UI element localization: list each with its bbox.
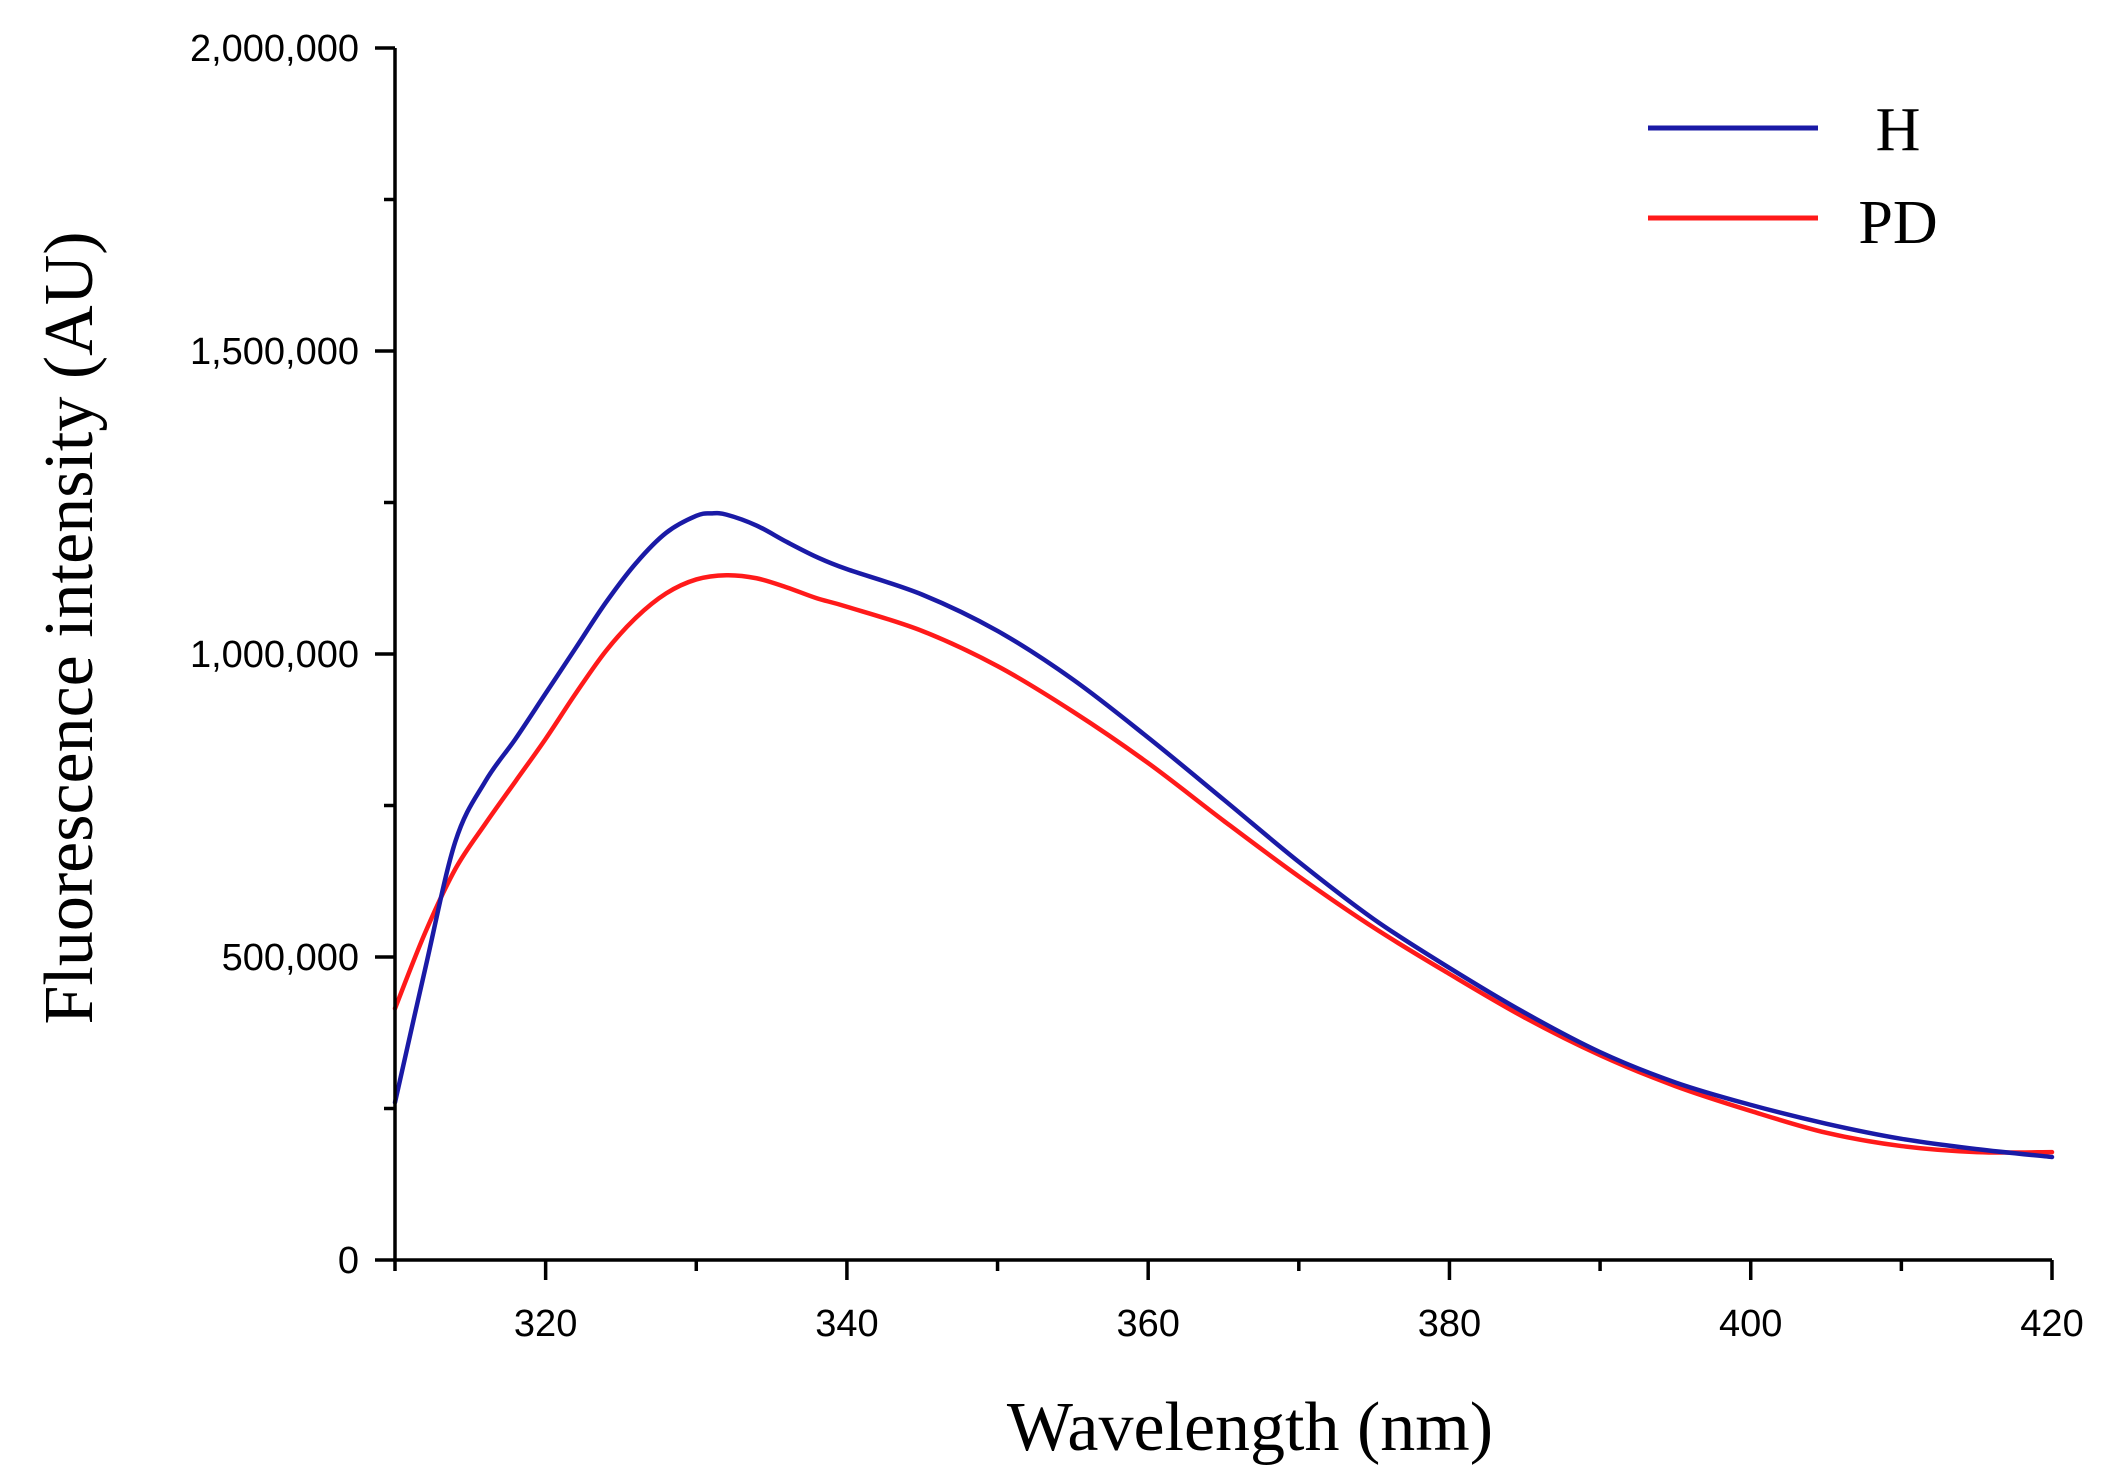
- series-layer: [392, 510, 2055, 1160]
- ticks-layer: 320 340 360 380 400 420 0 500,000 1,000,000 1,500…: [190, 28, 2084, 1345]
- x-tick-label-380: 380: [1418, 1303, 1481, 1345]
- x-tick-label-420: 420: [2020, 1303, 2083, 1345]
- y-tick-label-1500000: 1,500,000: [190, 331, 359, 373]
- y-tick-label-1000000: 1,000,000: [190, 634, 359, 676]
- y-tick-label-500000: 500,000: [222, 937, 359, 979]
- series-line-pd: [392, 572, 2055, 1155]
- x-tick-label-340: 340: [815, 1303, 878, 1345]
- x-axis-title: Wavelength (nm): [1007, 1389, 1493, 1466]
- series-line-h: [392, 510, 2055, 1160]
- y-tick-label-2000000: 2,000,000: [190, 28, 359, 70]
- x-tick-label-320: 320: [514, 1303, 577, 1345]
- legend-label-pd: PD: [1858, 189, 1937, 257]
- y-tick-label-0: 0: [338, 1240, 359, 1282]
- axis-frame: [393, 48, 2052, 1262]
- x-tick-label-400: 400: [1719, 1303, 1782, 1345]
- legend-label-h: H: [1876, 96, 1921, 164]
- y-axis-title: Fluorescence intensity (AU): [31, 231, 108, 1024]
- x-tick-label-360: 360: [1116, 1303, 1179, 1345]
- legend: H PD: [1648, 96, 1938, 257]
